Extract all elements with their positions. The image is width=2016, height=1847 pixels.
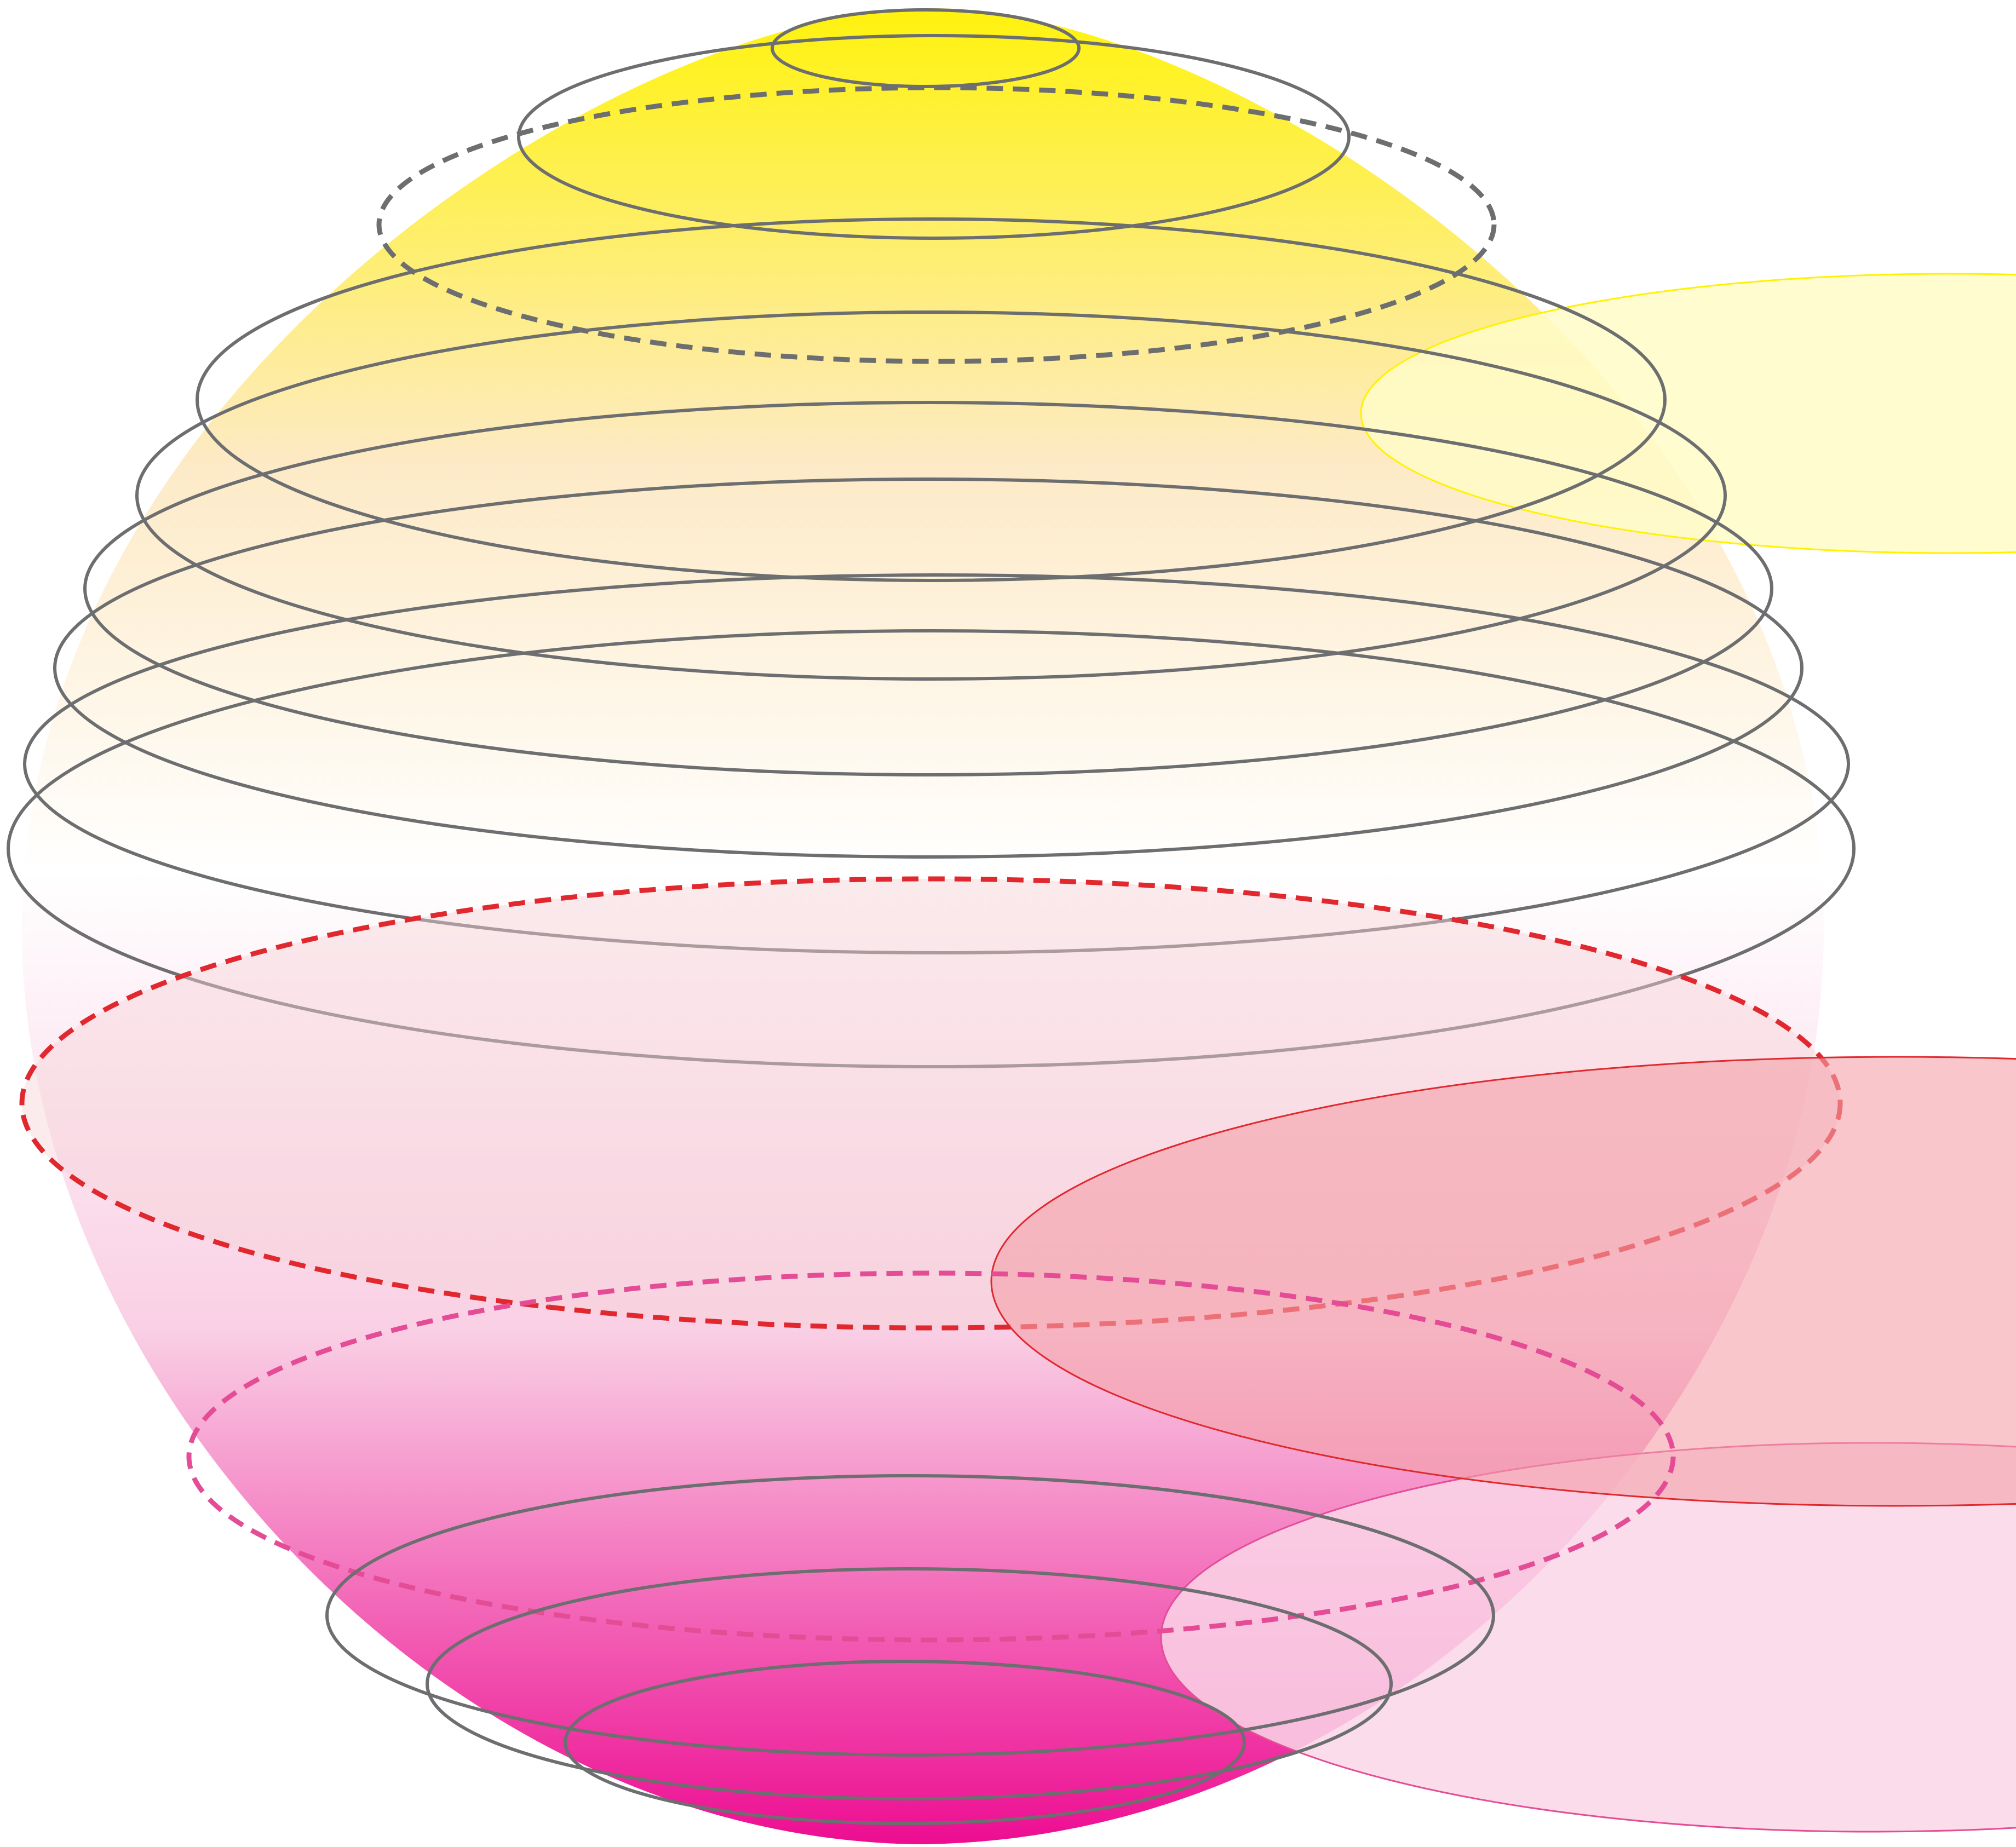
ring-dashed-upper <box>376 85 1497 364</box>
ring-6 <box>83 401 1773 776</box>
latitude-rings <box>7 8 1856 1068</box>
red-side-disc <box>990 1056 2016 1507</box>
ring-top <box>771 8 1081 88</box>
bottom-rings <box>325 1474 1495 1825</box>
ring-bottom-1 <box>325 1474 1495 1757</box>
ring-8 <box>23 573 1850 954</box>
ring-9 <box>7 629 1856 1068</box>
ring-2 <box>517 34 1351 240</box>
ring-5 <box>135 310 1727 681</box>
ring-bottom-3 <box>564 1660 1246 1825</box>
ring-4 <box>196 217 1667 582</box>
ring-lower-dashed <box>186 1270 1676 1643</box>
ring-7 <box>53 477 1804 859</box>
yellow-side-disc <box>1360 273 2016 554</box>
ring-bottom-2 <box>426 1567 1393 1800</box>
